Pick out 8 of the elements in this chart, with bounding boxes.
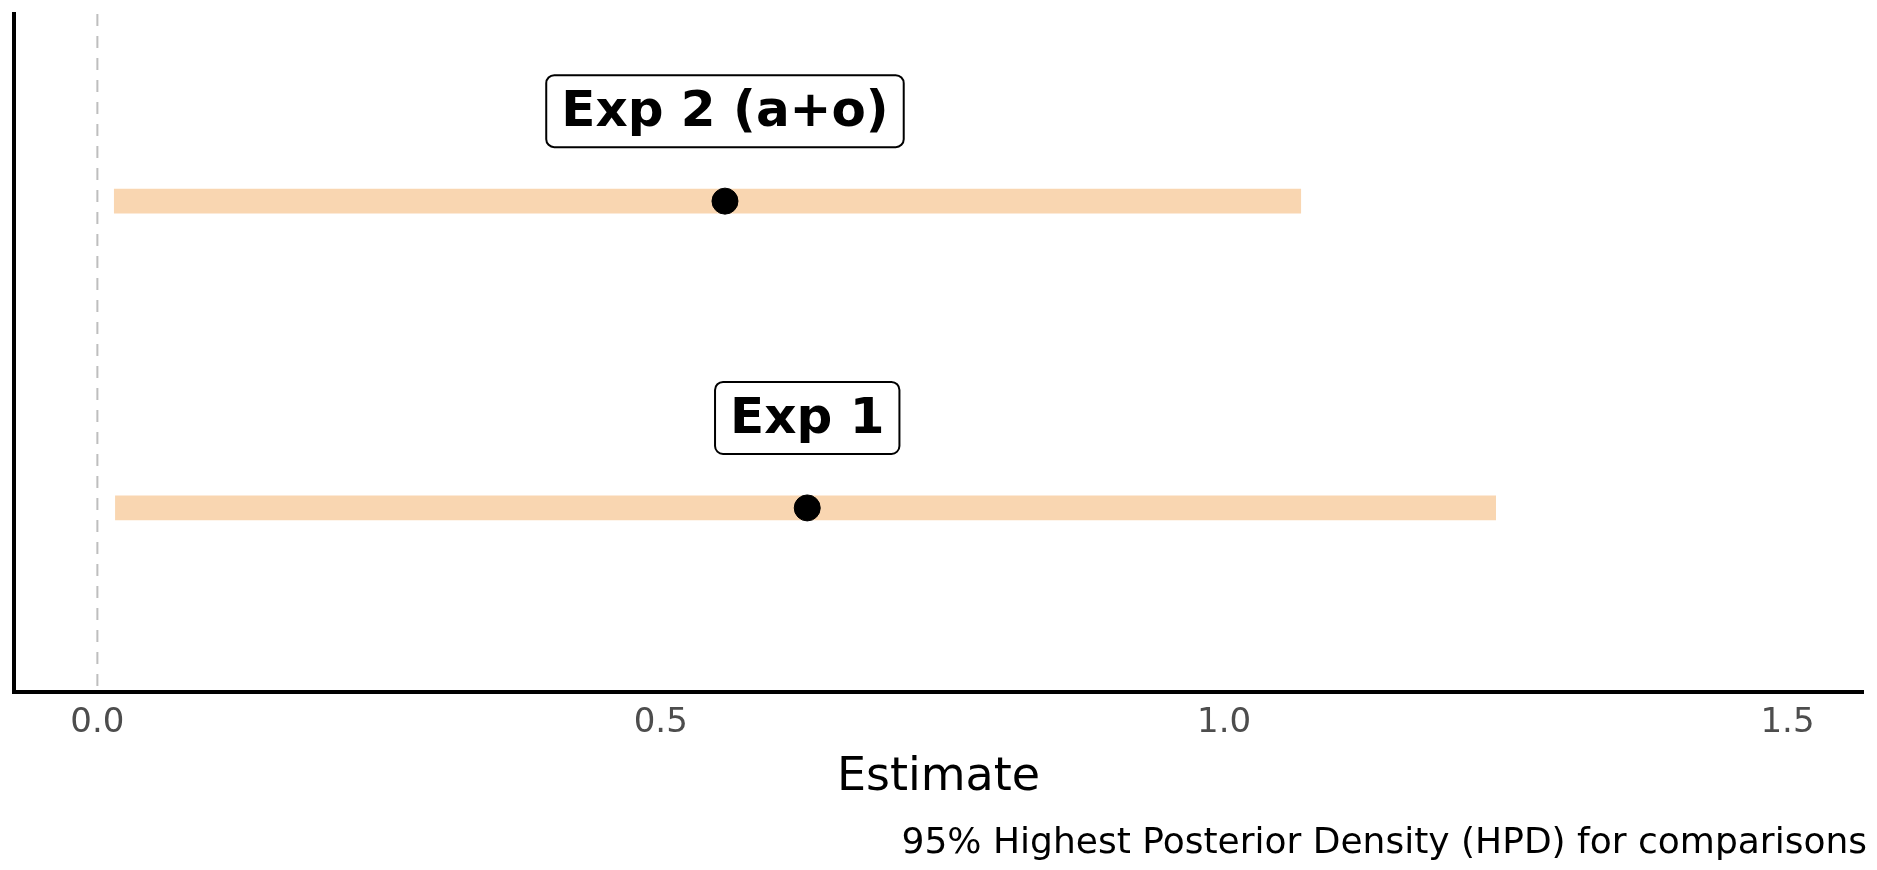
- text: 95% Highest Posterior Density (HPD) for comparisons: [901, 820, 1867, 862]
- x-tick-label: 0.0: [70, 700, 125, 741]
- y-tick-label: Exp 1: [730, 386, 885, 445]
- y-tick-label: Exp 2 (a+o): [561, 80, 889, 139]
- x-tick-label: 0.5: [633, 700, 688, 741]
- x-tick-label: 1.0: [1197, 700, 1252, 741]
- x-tick-label: 1.5: [1760, 700, 1815, 741]
- x-axis-title: Estimate: [836, 747, 1041, 802]
